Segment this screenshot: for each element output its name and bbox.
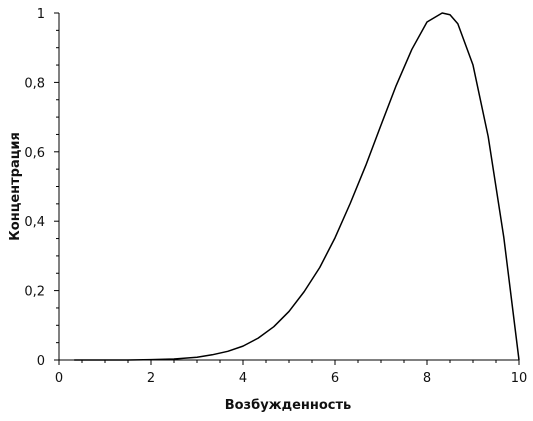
x-tick-label: 2 [147,371,155,386]
axes [58,13,519,361]
y-tick-label: 0,6 [24,146,45,161]
x-tick-label: 8 [423,371,431,386]
y-axis-title: Концентрация [8,132,23,241]
series-line [74,12,520,361]
x-tick-labels: 0 2 4 6 8 10 [55,371,527,386]
x-tick-label: 4 [239,371,247,386]
y-tick-label: 0,2 [24,285,45,300]
series-layer [74,12,520,361]
x-tick-label: 6 [331,371,339,386]
x-tick-label: 10 [511,371,528,386]
y-tick-labels: 0 0,2 0,4 0,6 0,8 1 [24,7,45,369]
x-axis-title: Возбужденность [225,398,352,413]
y-tick-label: 0,4 [24,215,45,230]
y-tick-label: 0,8 [24,76,45,91]
y-tick-label: 0 [37,354,45,369]
y-ticks [54,12,59,361]
x-tick-label: 0 [55,371,63,386]
y-tick-label: 1 [37,7,45,22]
